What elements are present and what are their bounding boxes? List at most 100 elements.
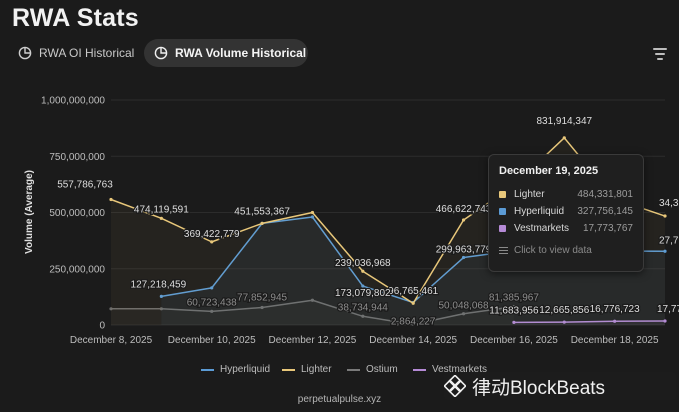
- view-data-label: Click to view data: [514, 245, 592, 256]
- legend-label: Ostium: [366, 364, 398, 375]
- hyperliquid-point: [159, 294, 163, 298]
- lighter-point: [361, 269, 365, 273]
- view-data-link[interactable]: Click to view data: [499, 245, 633, 256]
- x-tick-label: December 18, 2025: [571, 335, 659, 346]
- y-tick-label: 250,000,000: [49, 264, 105, 275]
- hyperliquid-point: [663, 249, 667, 253]
- x-tick-label: December 12, 2025: [269, 335, 357, 346]
- tooltip-row-lighter: Lighter 484,331,801: [499, 186, 633, 203]
- lighter-data-label: 451,553,367: [234, 206, 290, 217]
- lighter-point: [159, 216, 163, 220]
- hyperliquid-data-label: 127,218,459: [131, 279, 187, 290]
- vestmarkets-data-label: 16,776,723: [590, 304, 640, 315]
- chart-tooltip: December 19, 2025 Lighter 484,331,801 Hy…: [488, 154, 644, 272]
- page-title: RWA Stats: [12, 4, 139, 32]
- legend-line: [201, 368, 214, 371]
- pie-chart-icon: [154, 46, 168, 60]
- tab-rwa-oi-historical[interactable]: RWA OI Historical: [8, 39, 138, 67]
- ostium-point: [512, 305, 516, 309]
- lighter-data-label: 239,036,968: [335, 258, 391, 269]
- legend-label: Hyperliquid: [220, 364, 271, 375]
- vestmarkets-point: [562, 320, 566, 324]
- lighter-point: [411, 301, 415, 305]
- lighter-series-line: [110, 137, 666, 304]
- y-tick-label: 0: [99, 321, 105, 332]
- tab-rwa-volume-historical[interactable]: RWA Volume Historical: [144, 39, 308, 67]
- vestmarkets-data-label: 12,665,856: [539, 305, 589, 316]
- tooltip-series-value: 327,756,145: [577, 206, 633, 217]
- ostium-point: [411, 322, 415, 326]
- hyperliquid-area: [161, 217, 665, 325]
- lighter-data-label: 96,765,461: [388, 286, 438, 297]
- ostium-point: [310, 298, 315, 302]
- lighter-point: [260, 221, 264, 226]
- legend-item-lighter[interactable]: Lighter: [282, 364, 332, 375]
- ostium-point: [361, 314, 365, 318]
- legend-line: [282, 368, 295, 371]
- hyperliquid-data-label: 299,963,779: [436, 245, 492, 256]
- ostium-point: [159, 307, 163, 311]
- ostium-data-label: 81,385,967: [489, 293, 539, 304]
- lighter-data-label: 474,119,591: [134, 204, 189, 215]
- tooltip-date: December 19, 2025: [499, 165, 599, 177]
- vestmarkets-data-label: 11,683,956: [489, 305, 539, 316]
- chart-legend: Hyperliquid Lighter Ostium Vestmarkets: [0, 364, 679, 380]
- lighter-data-label: 466,622,743: [436, 204, 492, 215]
- y-tick-label: 500,000,000: [49, 208, 105, 219]
- tooltip-series-value: 484,331,801: [577, 189, 633, 200]
- legend-item-hyperliquid[interactable]: Hyperliquid: [201, 364, 270, 375]
- tooltip-series-name: Vestmarkets: [514, 223, 570, 234]
- source-label: perpetualpulse.xyz: [297, 394, 382, 405]
- vestmarkets-area: [513, 321, 665, 325]
- lighter-point: [109, 197, 113, 202]
- ostium-point: [109, 307, 113, 311]
- vestmarkets-swatch: [499, 225, 506, 232]
- vestmarkets-point: [663, 319, 667, 323]
- lighter-point: [461, 218, 466, 222]
- lighter-point: [310, 210, 315, 215]
- ostium-data-label: 38,734,944: [338, 302, 388, 313]
- legend-item-vestmarkets[interactable]: Vestmarkets: [413, 364, 487, 375]
- vestmarkets-series-line: [513, 320, 666, 324]
- watermark-text: 律动BlockBeats: [472, 377, 606, 399]
- vestmarkets-point: [613, 319, 617, 323]
- x-tick-label: December 16, 2025: [470, 335, 558, 346]
- x-tick-label: December 10, 2025: [168, 335, 256, 346]
- ostium-point: [260, 305, 264, 310]
- legend-line: [413, 368, 426, 371]
- hyperliquid-swatch: [499, 208, 506, 215]
- hyperliquid-data-label: 27,756,: [659, 235, 679, 246]
- x-tick-label: December 14, 2025: [369, 335, 457, 346]
- lighter-point: [210, 240, 214, 244]
- ostium-data-label: 50,048,068: [439, 301, 489, 312]
- watermark: 律动BlockBeats: [444, 372, 676, 400]
- hyperliquid-point: [361, 284, 365, 288]
- list-icon: [499, 246, 508, 255]
- lighter-data-label: 369,422,779: [184, 229, 240, 240]
- ostium-data-label: 60,723,438: [187, 297, 237, 308]
- tooltip-series-name: Lighter: [514, 189, 545, 200]
- tab-label: RWA OI Historical: [39, 46, 135, 60]
- pie-chart-icon: [18, 46, 32, 60]
- hyperliquid-data-label: 173,079,802: [335, 288, 391, 299]
- legend-label: Lighter: [301, 364, 332, 375]
- x-tick-label: December 8, 2025: [70, 335, 153, 346]
- y-axis-label: Volume (Average): [24, 170, 35, 254]
- hyperliquid-point: [461, 255, 466, 260]
- ostium-data-label: 2,864,227: [391, 316, 436, 327]
- tooltip-series-name: Hyperliquid: [514, 206, 565, 217]
- ostium-area: [111, 300, 514, 325]
- lighter-point: [663, 214, 667, 218]
- ostium-data-label: 77,852,945: [237, 292, 287, 303]
- lighter-data-label: 831,914,347: [536, 116, 592, 127]
- tab-label: RWA Volume Historical: [175, 46, 307, 60]
- hyperliquid-point: [310, 215, 315, 219]
- filter-icon[interactable]: [653, 48, 667, 60]
- tooltip-row-hyperliquid: Hyperliquid 327,756,145: [499, 203, 633, 220]
- legend-item-ostium[interactable]: Ostium: [347, 364, 398, 375]
- y-tick-label: 1,000,000,000: [41, 96, 105, 107]
- ostium-point: [210, 309, 214, 313]
- hyperliquid-point: [210, 286, 214, 290]
- lighter-data-label: 557,786,763: [57, 179, 113, 190]
- lighter-point: [562, 136, 566, 140]
